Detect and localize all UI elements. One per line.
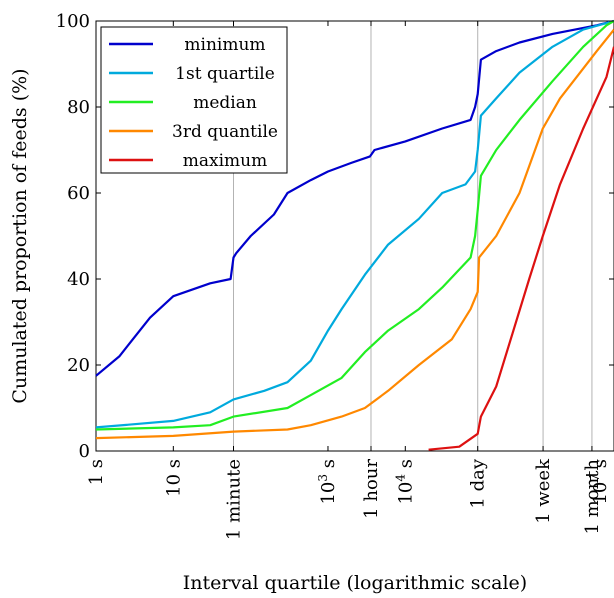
axis-ticks: 0 20 40 60 80 100 1 s 10 s 1 minute 103 s 1 hour 10… bbox=[56, 11, 614, 540]
x-tick-label: 1 hour bbox=[361, 459, 382, 519]
legend-box bbox=[100, 26, 288, 174]
series-lines bbox=[95, 19, 614, 451]
plot-area bbox=[95, 20, 614, 452]
x-tick-label: 1 month bbox=[582, 459, 603, 535]
x-axis-label: Interval quartile (logarithmic scale) bbox=[183, 572, 527, 594]
series-line bbox=[95, 20, 614, 431]
x-tick-label: 10 s bbox=[163, 459, 184, 497]
x-tick-label: 1 week bbox=[533, 458, 554, 524]
series-line bbox=[95, 19, 614, 429]
series-line bbox=[428, 46, 614, 451]
x-tick-label: 107 s bbox=[588, 459, 611, 505]
y-tick-label: 20 bbox=[67, 355, 90, 376]
y-tick-label: 100 bbox=[56, 11, 90, 32]
x-tick-label: 104 s bbox=[393, 459, 416, 505]
series-line bbox=[95, 19, 614, 377]
series-line bbox=[95, 28, 614, 440]
y-tick-label: 0 bbox=[79, 441, 90, 462]
x-tick-label: 1 day bbox=[468, 458, 489, 508]
legend-label: 3rd quantile bbox=[172, 122, 278, 142]
legend: minimum 1st quartile median 3rd quantile max… bbox=[100, 26, 288, 174]
legend-label: median bbox=[193, 93, 257, 113]
y-tick-label: 40 bbox=[67, 269, 90, 290]
y-tick-label: 60 bbox=[67, 183, 90, 204]
y-tick-label: 80 bbox=[67, 97, 90, 118]
x-tick-label: 1 s bbox=[86, 459, 107, 485]
y-axis-label: Cumulated proportion of feeds (%) bbox=[9, 68, 31, 403]
legend-label: 1st quartile bbox=[175, 64, 275, 84]
x-tick-label: 103 s bbox=[316, 459, 339, 505]
legend-label: minimum bbox=[184, 35, 265, 55]
legend-label: maximum bbox=[183, 151, 267, 171]
x-tick-label: 1 minute bbox=[223, 459, 244, 540]
